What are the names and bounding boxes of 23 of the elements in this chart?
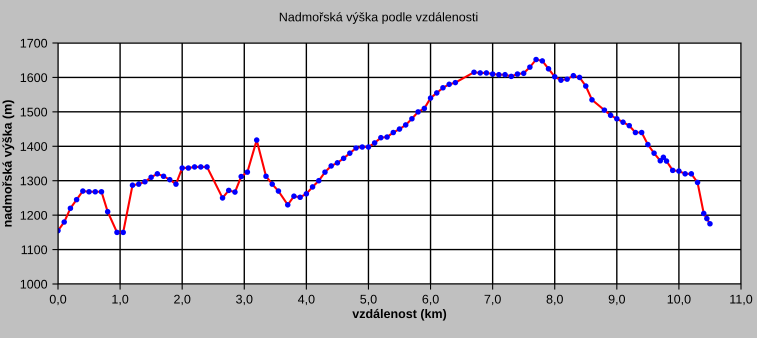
x-tick-label: 3,0: [236, 294, 252, 306]
y-tick-label: 1300: [20, 176, 48, 186]
x-tick-label: 5,0: [360, 294, 377, 306]
y-axis-title: nadmořská výška (m): [2, 100, 14, 227]
x-tick-label: 2,0: [174, 294, 190, 306]
x-tick-label: 11,0: [730, 294, 752, 306]
x-tick-label: 0,0: [50, 294, 66, 306]
x-tick-label: 8,0: [546, 294, 563, 306]
x-tick-label: 6,0: [422, 294, 439, 306]
x-tick-label: 9,0: [608, 294, 626, 306]
y-tick-label: 1600: [20, 73, 48, 82]
y-tick-label: 1700: [20, 38, 48, 48]
x-tick-label: 7,0: [484, 294, 501, 306]
chart-title: Nadmořská výška podle vzdálenosti: [280, 12, 478, 24]
y-tick-label: 1500: [20, 108, 48, 117]
y-tick-label: 1400: [20, 142, 48, 151]
y-tick-label: 1100: [22, 245, 48, 254]
x-tick-label: 10,0: [668, 294, 691, 306]
y-tick-label: 1200: [20, 210, 48, 220]
x-tick-label: 4,0: [298, 294, 315, 306]
y-tick-label: 1000: [20, 280, 48, 289]
x-tick-label: 1,0: [112, 294, 128, 306]
x-axis-title: vzdálenost (km): [352, 308, 446, 321]
